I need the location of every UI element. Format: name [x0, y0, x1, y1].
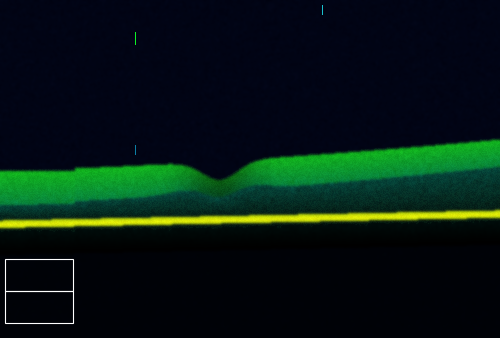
Bar: [5, 259, 72, 291]
Bar: [5, 291, 72, 323]
